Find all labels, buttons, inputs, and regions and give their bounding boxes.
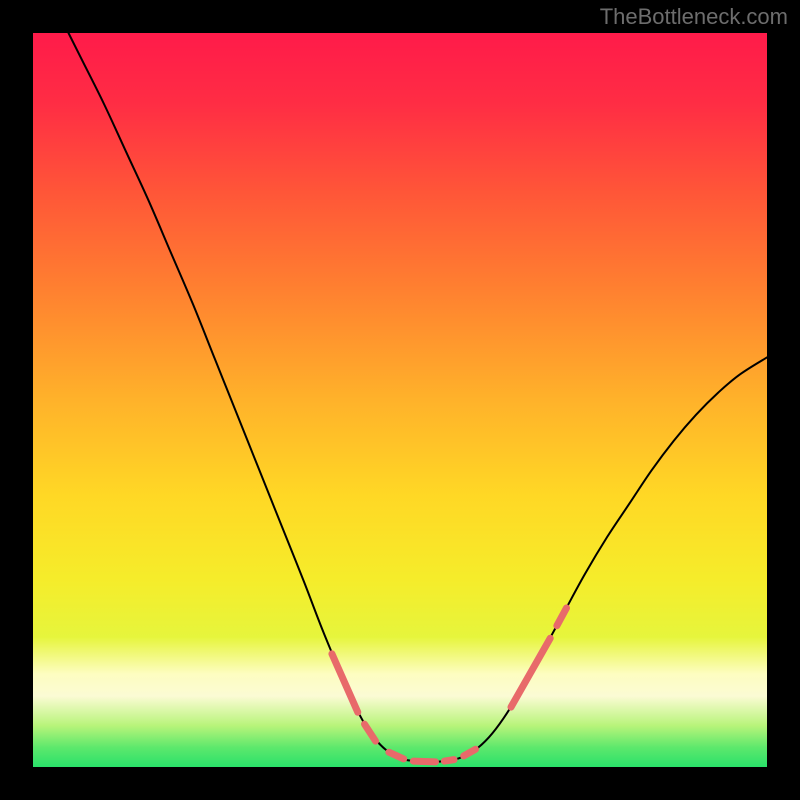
attribution-text: TheBottleneck.com xyxy=(600,4,788,30)
plot-frame xyxy=(30,30,770,770)
chart-stage: TheBottleneck.com xyxy=(0,0,800,800)
